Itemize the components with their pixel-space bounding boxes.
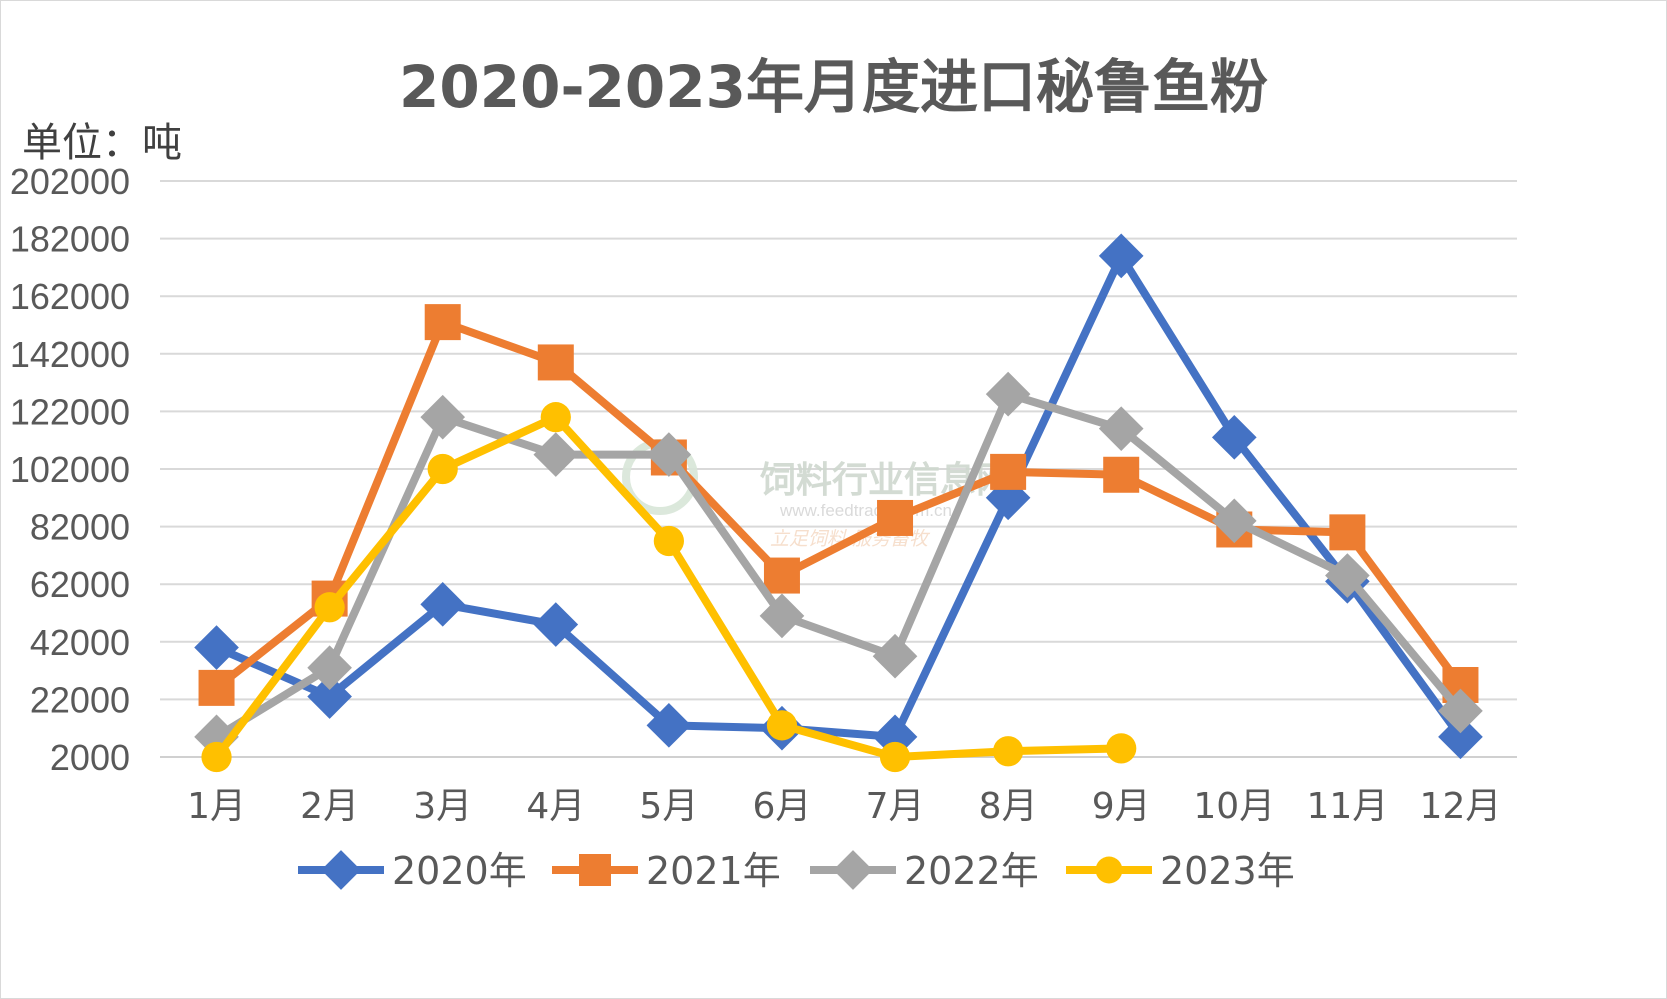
data-point-marker <box>985 371 1031 417</box>
data-point-marker <box>424 304 461 341</box>
legend-label: 2020年 <box>392 849 527 893</box>
data-point-marker <box>1438 688 1483 734</box>
data-point-marker <box>1329 514 1366 551</box>
x-tick-label: 10月 <box>1193 786 1275 827</box>
y-tick-label: 42000 <box>30 622 130 663</box>
y-tick-label: 142000 <box>10 334 130 375</box>
legend-item: 2021年 <box>552 849 781 893</box>
legend-item: 2022年 <box>810 849 1039 893</box>
series-layer <box>194 233 1483 773</box>
data-point-marker <box>307 645 352 691</box>
x-tick-label: 11月 <box>1306 786 1388 827</box>
x-tick-label: 6月 <box>753 786 812 827</box>
x-tick-label: 1月 <box>187 786 246 827</box>
series-line <box>212 251 1465 741</box>
data-point-marker <box>194 625 239 670</box>
x-tick-label: 2月 <box>300 786 359 827</box>
data-point-marker <box>833 850 873 890</box>
data-point-marker <box>1211 498 1257 544</box>
x-tick-label: 7月 <box>866 786 925 827</box>
data-point-marker <box>1438 714 1483 760</box>
x-tick-label: 12月 <box>1420 786 1502 827</box>
legend-item: 2023年 <box>1066 849 1295 893</box>
data-point-marker <box>307 674 352 719</box>
unit-label: 单位：吨 <box>22 120 182 166</box>
data-point-marker <box>646 432 692 477</box>
legend-label: 2021年 <box>646 849 781 893</box>
data-point-marker <box>420 394 466 440</box>
grid-lines <box>160 180 1517 758</box>
y-tick-label: 102000 <box>10 449 130 490</box>
data-point-marker <box>420 582 466 627</box>
x-tick-label: 9月 <box>1092 786 1151 827</box>
data-point-marker <box>314 592 345 623</box>
series-2 <box>194 371 1483 760</box>
data-point-marker <box>766 710 798 741</box>
y-tick-label: 2000 <box>50 737 130 778</box>
y-tick-label: 162000 <box>10 276 130 317</box>
data-point-marker <box>1211 415 1257 460</box>
data-point-marker <box>1106 733 1137 764</box>
data-point-marker <box>877 499 914 536</box>
data-point-marker <box>872 633 918 679</box>
data-point-marker <box>427 453 458 485</box>
data-point-marker <box>759 593 805 639</box>
data-point-marker <box>1103 456 1140 493</box>
x-tick-label: 8月 <box>979 786 1038 827</box>
data-point-marker <box>198 669 235 706</box>
legend-item: 2020年 <box>298 849 527 893</box>
data-point-marker <box>1098 406 1144 451</box>
data-point-marker <box>763 557 800 594</box>
x-tick-label: 3月 <box>413 786 472 827</box>
series-3 <box>201 402 1137 773</box>
data-point-marker <box>321 850 361 890</box>
data-point-marker <box>540 402 571 433</box>
legend-label: 2023年 <box>1160 849 1295 893</box>
legend-label: 2022年 <box>904 849 1039 893</box>
y-tick-label: 182000 <box>10 219 130 260</box>
data-point-marker <box>201 741 232 773</box>
data-point-marker <box>579 854 611 886</box>
data-point-marker <box>1095 856 1123 884</box>
data-point-marker <box>533 432 579 477</box>
data-point-marker <box>1325 553 1370 598</box>
y-axis-ticks: 202000 182000 162000 142000 122000 102000 8200… <box>10 161 130 778</box>
y-tick-label: 202000 <box>10 161 130 202</box>
data-point-marker <box>537 344 574 381</box>
x-tick-label: 4月 <box>526 786 585 827</box>
series-line <box>212 390 1465 741</box>
y-tick-label: 122000 <box>10 391 130 432</box>
data-point-marker <box>653 525 684 557</box>
chart-title: 2020-2023年月度进口秘鲁鱼粉 <box>399 53 1268 121</box>
data-point-marker <box>879 741 911 773</box>
legend: 2020年 2021年 2022年 2023年 <box>298 849 1295 893</box>
y-tick-label: 22000 <box>30 679 130 720</box>
data-point-marker <box>993 736 1024 767</box>
data-point-marker <box>1098 233 1144 279</box>
data-point-marker <box>990 453 1027 490</box>
y-tick-label: 62000 <box>30 564 130 605</box>
y-tick-label: 82000 <box>30 507 130 548</box>
x-tick-label: 5月 <box>639 786 698 827</box>
x-axis-ticks: 1月 2月 3月 4月 5月 6月 7月 8月 9月 10月 11月 12月 <box>187 786 1501 827</box>
data-point-marker <box>533 602 579 647</box>
data-point-marker <box>646 703 692 748</box>
